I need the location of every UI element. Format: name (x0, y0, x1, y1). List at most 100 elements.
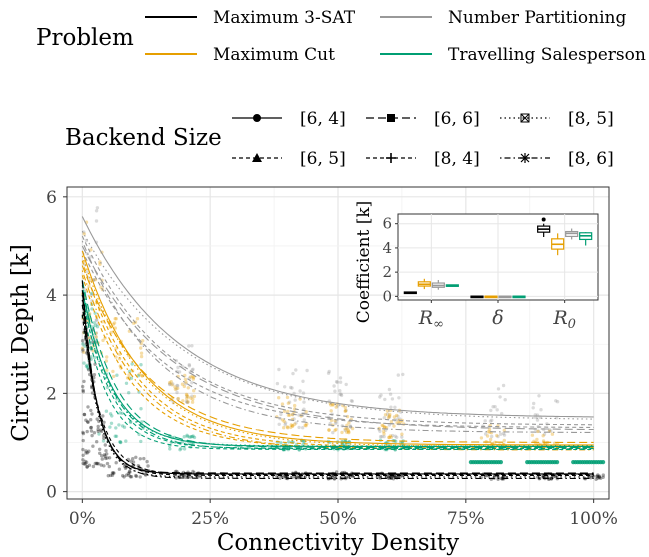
data-point (90, 307, 94, 311)
data-point (545, 422, 549, 426)
data-point (382, 429, 386, 434)
data-point (105, 385, 110, 390)
data-point (346, 428, 350, 432)
data-point (555, 460, 560, 465)
fit-curve (81, 280, 594, 448)
data-point (183, 381, 188, 386)
data-point (138, 475, 142, 479)
data-point (401, 372, 405, 377)
data-point (394, 413, 399, 418)
data-point (98, 451, 102, 455)
data-point (501, 431, 506, 436)
data-point (191, 367, 195, 371)
data-point (349, 399, 354, 403)
legend-backend-marker (520, 153, 530, 163)
legend-problem-label: Maximum 3-SAT (213, 8, 356, 28)
data-point (104, 359, 109, 363)
data-point (117, 423, 121, 427)
data-point (333, 477, 337, 481)
data-point (382, 434, 386, 439)
data-point (531, 406, 535, 410)
data-point (537, 394, 541, 398)
data-point (347, 430, 351, 434)
data-point (400, 473, 404, 478)
data-point (89, 293, 94, 297)
data-point (189, 396, 193, 400)
data-point (96, 429, 100, 434)
data-point (126, 471, 131, 476)
data-point (111, 369, 115, 374)
data-point (339, 393, 344, 398)
data-point (332, 384, 336, 388)
data-point (539, 408, 543, 412)
data-point (190, 394, 194, 398)
data-point (105, 461, 110, 466)
data-point (95, 417, 99, 421)
data-point (118, 440, 122, 444)
data-point (175, 383, 179, 388)
data-point (85, 451, 90, 455)
data-point (329, 409, 333, 413)
data-point (93, 362, 97, 366)
data-point (601, 475, 605, 479)
data-point (187, 344, 191, 348)
data-point (286, 409, 290, 414)
data-point (124, 473, 129, 477)
data-point (82, 412, 87, 417)
data-point (89, 408, 93, 413)
data-point (597, 474, 602, 478)
data-point (94, 335, 99, 339)
y-tick-label: 0 (46, 483, 57, 503)
data-point (112, 471, 116, 475)
data-point (347, 430, 351, 435)
inset-x-tick-label: δ (492, 307, 503, 329)
data-point (382, 425, 387, 429)
data-point (536, 429, 540, 434)
data-point (118, 411, 122, 415)
data-point (131, 457, 135, 461)
x-axis-label: Connectivity Density (217, 530, 459, 556)
data-point (350, 399, 354, 403)
data-point (499, 432, 503, 436)
legend-problem-entries: Maximum 3-SAT Number Partitioning Maximum … (145, 8, 646, 65)
data-point (334, 405, 338, 409)
data-point (596, 473, 600, 477)
data-point (105, 456, 109, 460)
data-point (185, 394, 189, 399)
data-point (400, 435, 404, 439)
data-point (382, 432, 386, 436)
data-point (501, 383, 506, 388)
data-point (107, 464, 112, 469)
data-point (387, 415, 392, 419)
data-point (170, 383, 174, 387)
data-point (176, 384, 180, 388)
x-tick-label: 75% (447, 509, 485, 529)
legend-problem-label: Number Partitioning (448, 8, 626, 28)
data-point (128, 420, 133, 424)
data-point (378, 395, 382, 399)
data-point (146, 464, 150, 468)
data-point (103, 454, 107, 458)
data-point (81, 384, 85, 389)
legend-problem-label: Maximum Cut (213, 45, 335, 65)
data-point (387, 387, 392, 392)
data-point (118, 440, 123, 444)
data-point (182, 435, 186, 439)
data-point (90, 385, 94, 390)
data-point (114, 434, 119, 438)
data-point (549, 476, 553, 481)
data-point (333, 428, 337, 433)
data-point (493, 440, 497, 444)
data-point (345, 430, 349, 434)
data-point (102, 464, 106, 468)
data-point (347, 421, 351, 425)
data-point (488, 419, 493, 423)
data-point (168, 382, 172, 387)
data-point (390, 433, 395, 438)
data-point (535, 418, 540, 422)
data-point (102, 433, 106, 438)
data-point (184, 380, 188, 384)
data-point (114, 426, 118, 430)
data-point (499, 476, 504, 481)
data-point (140, 374, 144, 378)
